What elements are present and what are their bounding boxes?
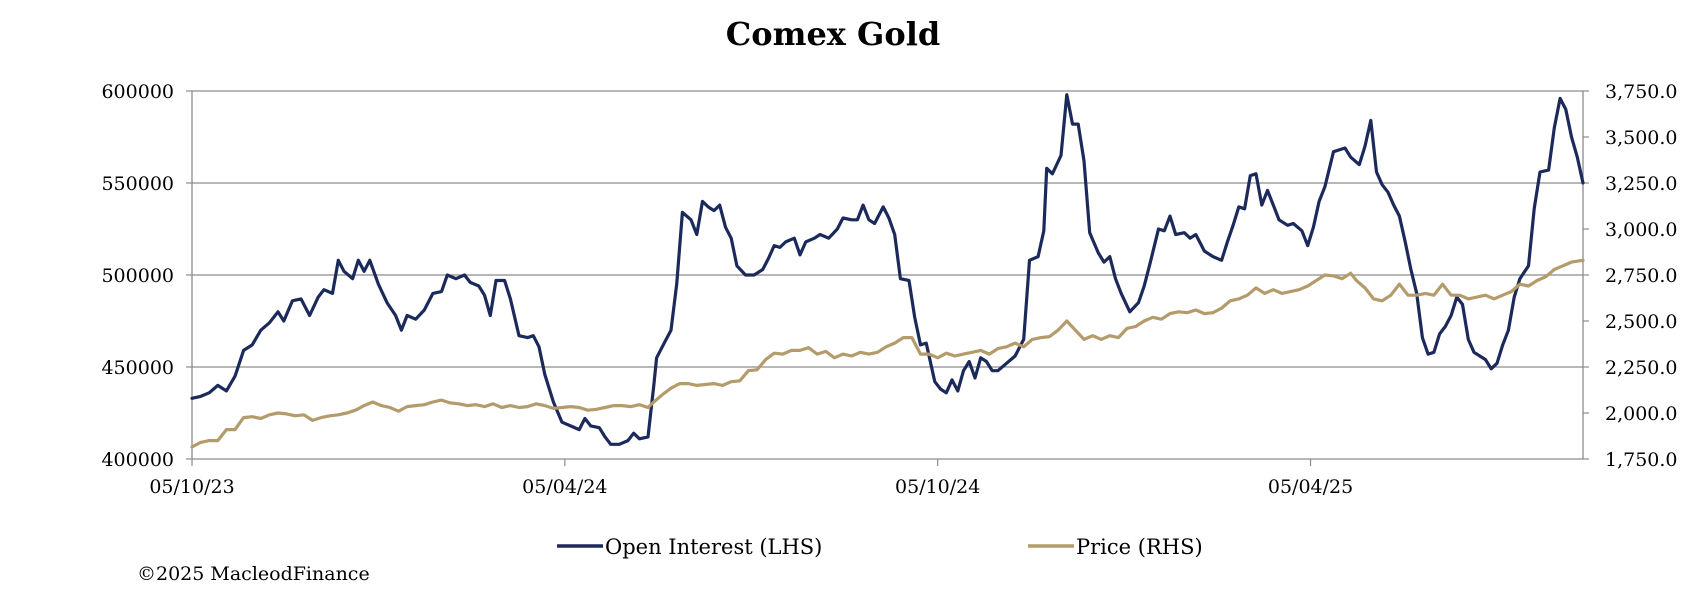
left-tick-label: 500000 (101, 265, 174, 287)
right-tick-label: 3,750.0 (1605, 81, 1678, 103)
legend: Open Interest (LHS) Price (RHS) (557, 535, 1203, 559)
right-tick-label: 2,250.0 (1605, 357, 1678, 379)
left-tick-label: 450000 (101, 357, 174, 379)
right-tick-label: 2,500.0 (1605, 311, 1678, 333)
x-tick-label: 05/10/24 (895, 476, 980, 498)
right-tick-label: 2,000.0 (1605, 403, 1678, 425)
x-tick-label: 05/04/25 (1268, 476, 1353, 498)
right-tick-label: 2,750.0 (1605, 265, 1678, 287)
left-tick-label: 600000 (101, 81, 174, 103)
left-axis: 400000 450000 500000 550000 600000 (101, 81, 192, 471)
right-tick-label: 3,000.0 (1605, 219, 1678, 241)
x-axis: 05/10/23 05/04/24 05/10/24 05/04/25 (149, 459, 1353, 498)
chart-title: Comex Gold (726, 15, 940, 53)
series-lines (190, 93, 1585, 449)
right-tick-label: 3,250.0 (1605, 173, 1678, 195)
grid-lines (192, 90, 1583, 460)
copyright-note: ©2025 MacleodFinance (137, 563, 370, 585)
x-tick-label: 05/10/23 (149, 476, 234, 498)
right-tick-label: 1,750.0 (1605, 449, 1678, 471)
price-line (190, 258, 1585, 449)
left-tick-label: 400000 (101, 449, 174, 471)
left-tick-label: 550000 (101, 173, 174, 195)
right-tick-label: 3,500.0 (1605, 127, 1678, 149)
right-axis: 1,750.0 2,000.0 2,250.0 2,500.0 2,750.0 3,000… (1583, 81, 1678, 471)
x-tick-label: 05/04/24 (522, 476, 607, 498)
legend-label: Open Interest (LHS) (605, 535, 822, 559)
open-interest-line (190, 93, 1585, 446)
legend-label: Price (RHS) (1076, 535, 1203, 559)
